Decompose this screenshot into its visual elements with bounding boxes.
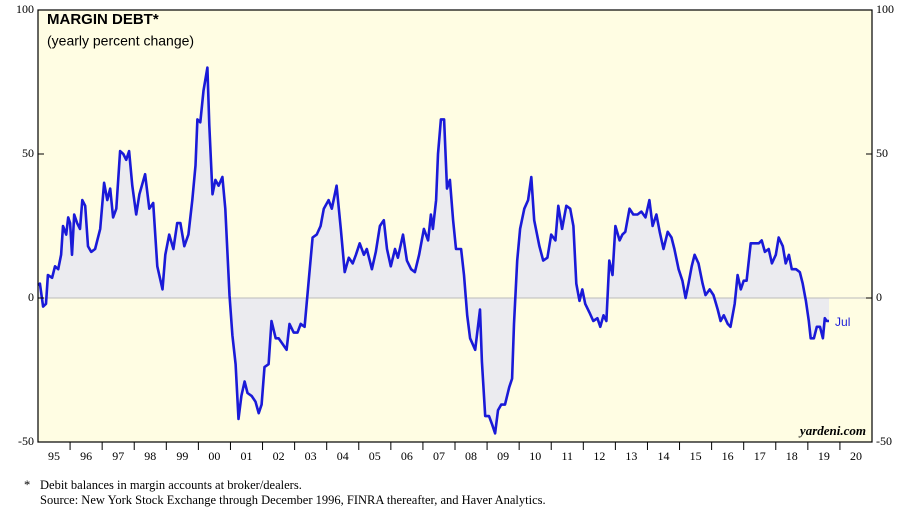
y-tick-label: 100 <box>876 2 894 16</box>
footnote-marker: * <box>24 478 30 492</box>
line <box>37 66 829 435</box>
x-tick-label: 98 <box>144 449 156 463</box>
source: Source: New York Stock Exchange through … <box>40 493 546 507</box>
annotation: Jul <box>835 315 850 329</box>
x-tick-label: 03 <box>305 449 317 463</box>
x-tick-label: 19 <box>818 449 830 463</box>
y-tick-label: 50 <box>876 146 888 160</box>
x-tick-label: 04 <box>337 449 349 463</box>
x-tick-label: 11 <box>561 449 573 463</box>
x-tick-label: 14 <box>658 449 670 463</box>
x-tick-label: 99 <box>176 449 188 463</box>
x-tick-label: 07 <box>433 449 445 463</box>
x-tick-label: 20 <box>850 449 862 463</box>
chart-subtitle: (yearly percent change) <box>47 33 194 49</box>
x-tick-label: 16 <box>722 449 734 463</box>
x-tick-label: 17 <box>754 449 766 463</box>
y-tick-label: 0 <box>28 290 34 304</box>
y-tick-label: 100 <box>16 2 34 16</box>
y-tick-label: 0 <box>876 290 882 304</box>
x-tick-label: 15 <box>690 449 702 463</box>
x-tick-label: 02 <box>273 449 285 463</box>
x-tick-label: 06 <box>401 449 413 463</box>
x-tick-label: 00 <box>208 449 220 463</box>
x-tick-label: 01 <box>241 449 253 463</box>
credit: yardeni.com <box>798 423 866 438</box>
x-tick-label: 18 <box>786 449 798 463</box>
x-tick-label: 10 <box>529 449 541 463</box>
x-tick-label: 12 <box>593 449 605 463</box>
x-tick-label: 08 <box>465 449 477 463</box>
area <box>38 67 829 434</box>
x-tick-label: 09 <box>497 449 509 463</box>
x-tick-label: 96 <box>80 449 92 463</box>
x-tick-label: 97 <box>112 449 124 463</box>
x-tick-label: 13 <box>625 449 637 463</box>
plot-area <box>38 10 872 442</box>
x-tick-label: 95 <box>48 449 60 463</box>
x-tick-label: 05 <box>369 449 381 463</box>
footnote: Debit balances in margin accounts at bro… <box>40 478 302 492</box>
y-tick-label: -50 <box>18 434 34 448</box>
chart-title: MARGIN DEBT* <box>47 11 159 28</box>
y-tick-label: -50 <box>876 434 892 448</box>
y-tick-label: 50 <box>22 146 34 160</box>
